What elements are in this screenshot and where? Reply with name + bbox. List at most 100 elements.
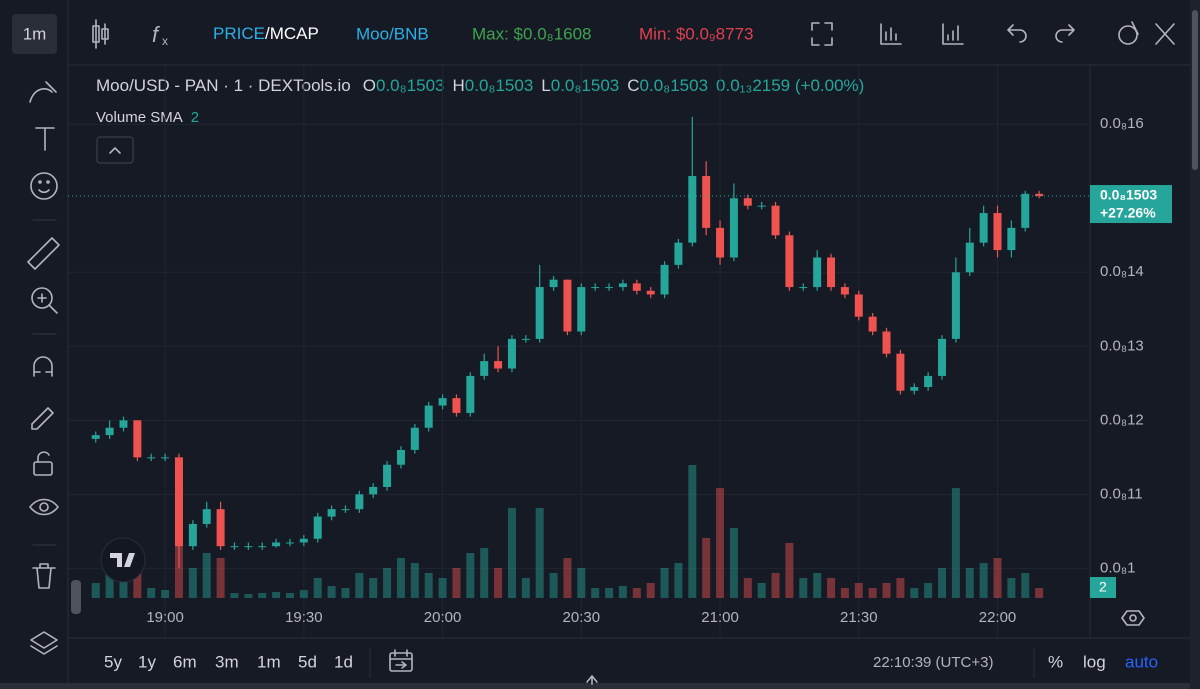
goto-date-icon[interactable]	[389, 649, 413, 672]
y-tick-label: 0.0₈16	[1100, 115, 1144, 132]
candle-body	[161, 457, 170, 459]
range-button[interactable]: 1d	[334, 652, 353, 671]
volume-bar	[535, 508, 544, 598]
auto-toggle[interactable]: auto	[1125, 652, 1158, 671]
candle-body	[729, 198, 738, 258]
ohlc-value: 0.0₈1503	[465, 76, 534, 95]
scrollbar[interactable]	[1190, 0, 1200, 689]
candle-body	[313, 516, 322, 539]
volume-bar	[341, 588, 350, 598]
candle-body	[910, 387, 919, 391]
volume-bar	[577, 568, 586, 598]
candle-body	[216, 509, 225, 547]
volume-bar	[702, 538, 711, 598]
mcap-mode[interactable]: /MCAP	[265, 24, 319, 43]
volume-bar	[924, 583, 933, 598]
volume-bar	[896, 578, 905, 598]
candle-body	[1021, 193, 1030, 228]
interval[interactable]: 1m	[23, 24, 47, 43]
settings-icon[interactable]	[1121, 610, 1145, 626]
scroll-arrow[interactable]	[586, 675, 598, 685]
range-button[interactable]: 6m	[173, 652, 197, 671]
percent-toggle[interactable]: %	[1048, 652, 1063, 671]
pair-toggle[interactable]: Moo/BNB	[356, 24, 429, 43]
ohlc-value: 0.0₈1503	[640, 76, 709, 95]
volume-bar	[910, 588, 919, 598]
volume-label: 2	[1099, 579, 1107, 595]
scrollbar-h[interactable]	[0, 683, 1190, 689]
volume-bar	[882, 583, 891, 598]
candle-body	[979, 213, 988, 243]
volume-bar	[979, 563, 988, 598]
candle-body	[785, 235, 794, 288]
tv-logo[interactable]	[100, 537, 146, 583]
candle-body	[716, 227, 725, 258]
candle-body	[660, 264, 669, 295]
range-button[interactable]: 1y	[138, 652, 156, 671]
fullscreen-icon[interactable]	[811, 22, 833, 46]
volume-bar	[466, 553, 475, 598]
drawing-tools[interactable]	[27, 81, 60, 655]
volume-bar	[813, 573, 822, 598]
candle-body	[896, 353, 905, 391]
candle-body	[799, 287, 808, 289]
volume-bar	[244, 594, 253, 598]
range-button[interactable]: 5d	[298, 652, 317, 671]
ohlc-value: 0.0₈1503	[376, 76, 445, 95]
range-button[interactable]: 3m	[215, 652, 239, 671]
chart-icon-2[interactable]	[942, 23, 964, 45]
volume-bar	[965, 568, 974, 598]
volume-bar	[119, 578, 128, 598]
candle-icon[interactable]	[92, 19, 109, 49]
candle-body	[272, 542, 281, 547]
undo-icon[interactable]	[1007, 24, 1027, 43]
indicators-icon[interactable]: f	[152, 22, 161, 47]
close-icon[interactable]	[1155, 23, 1175, 45]
y-tick-label: 0.0₈1	[1100, 559, 1135, 576]
range-button[interactable]: 1m	[257, 652, 281, 671]
candle-body	[563, 279, 572, 332]
candle-body	[549, 279, 558, 288]
redo-icon[interactable]	[1055, 24, 1075, 43]
volume-bar	[951, 488, 960, 598]
toolbar-scroll[interactable]	[71, 580, 81, 614]
volume-bar	[272, 592, 281, 598]
volume-bar	[1007, 578, 1016, 598]
candle-body	[119, 420, 128, 428]
candle-body	[854, 294, 863, 317]
x-tick-label: 20:00	[424, 609, 462, 626]
collapse-icon[interactable]	[109, 147, 121, 154]
candle-body	[133, 420, 142, 458]
price-mode[interactable]: PRICE	[213, 24, 265, 43]
alert-icon[interactable]	[1118, 21, 1139, 45]
candle-body	[535, 287, 544, 339]
tv-logo-mark[interactable]	[110, 553, 135, 567]
log-toggle[interactable]: log	[1083, 652, 1106, 671]
candle-body	[383, 464, 392, 487]
indicators-icon-x[interactable]: x	[162, 34, 168, 48]
range-button[interactable]: 5y	[104, 652, 122, 671]
volume-bar	[258, 593, 267, 598]
x-tick-label: 20:30	[563, 609, 601, 626]
candle-body	[938, 338, 947, 376]
candle-body	[507, 338, 516, 369]
volume-bar	[396, 558, 405, 598]
chart-icon[interactable]	[880, 23, 902, 45]
candle-body	[813, 257, 822, 288]
volume-bar	[591, 588, 600, 598]
volume-bar	[563, 558, 572, 598]
ohlc-key: H	[453, 76, 465, 95]
volume-bar	[438, 578, 447, 598]
volume-bar	[230, 593, 239, 598]
candle-body	[258, 546, 267, 548]
price-mcap-toggle[interactable]: PRICE/MCAP	[213, 24, 319, 43]
scroll-thumb[interactable]	[1192, 10, 1198, 170]
symbol-title: Moo/USD - PAN · 1 · DEXTools.io	[96, 76, 351, 95]
candle-body	[521, 338, 530, 340]
interval-button[interactable]	[12, 14, 57, 54]
volume-bar	[729, 528, 738, 598]
candle-body	[702, 176, 711, 228]
volume-bar	[480, 548, 489, 598]
collapse-button[interactable]	[96, 136, 134, 164]
